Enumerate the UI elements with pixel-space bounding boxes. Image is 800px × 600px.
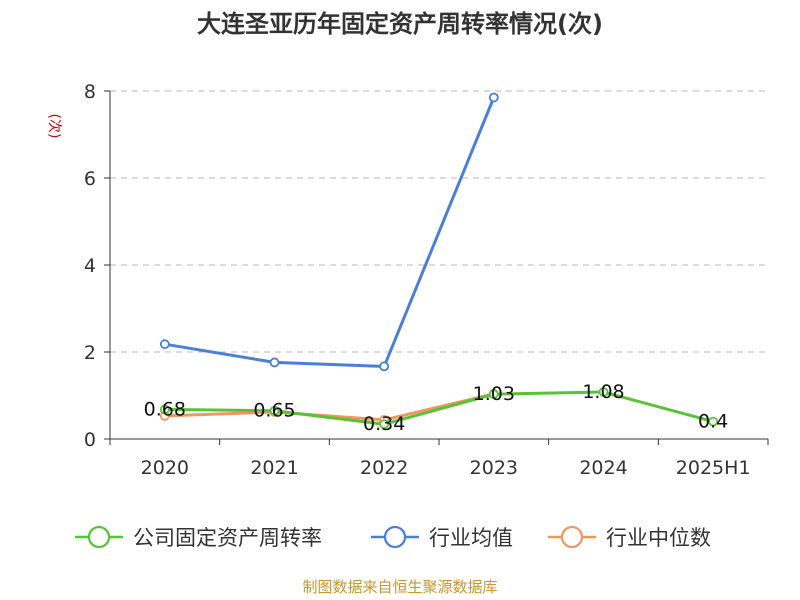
data-point-0-4 <box>598 387 609 397</box>
data-point-0-2 <box>379 419 390 430</box>
grid-lines <box>110 90 768 353</box>
x-tick-label-2021: 2021 <box>250 457 298 479</box>
x-tick-label-2023: 2023 <box>470 457 518 479</box>
data-label-0: 0.68 <box>144 398 186 420</box>
series-lines <box>159 92 719 430</box>
data-point-0-0 <box>159 404 170 415</box>
data-label-4: 1.08 <box>582 381 624 403</box>
series-line-1 <box>164 96 496 368</box>
legend-marker-0 <box>87 525 111 549</box>
data-point-1-2 <box>379 361 390 372</box>
data-label-2: 0.34 <box>363 413 405 435</box>
legend: 公司固定资产周转率 行业均值 行业中位数 <box>75 525 711 550</box>
data-point-1-3 <box>488 92 499 103</box>
legend-marker-1 <box>383 525 407 549</box>
source-note: 制图数据来自恒生聚源数据库 <box>302 578 498 596</box>
legend-label-1: 行业均值 <box>429 526 513 550</box>
data-point-0-3 <box>488 389 499 400</box>
data-label-3: 1.03 <box>473 383 515 405</box>
x-tick-label-2022: 2022 <box>360 457 408 479</box>
data-point-1-1 <box>269 357 280 368</box>
y-tick-label-2: 2 <box>84 342 96 364</box>
x-tick-label-2024: 2024 <box>579 457 627 479</box>
series-line-0 <box>164 390 714 426</box>
legend-marker-2 <box>560 525 584 549</box>
y-axis-label: (次) <box>46 114 62 139</box>
y-tick-label-4: 4 <box>84 255 96 277</box>
legend-label-2: 行业中位数 <box>606 526 711 550</box>
x-tick-label-2020: 2020 <box>141 457 189 479</box>
x-tick-label-2025H1: 2025H1 <box>676 457 751 479</box>
axes: 0 2 4 6 8 2020 2021 2022 2023 2024 2025H1 <box>84 81 769 479</box>
y-tick-label-6: 6 <box>84 168 96 190</box>
data-labels: 0.68 0.65 0.34 1.03 1.08 0.4 <box>144 381 729 435</box>
data-label-1: 0.65 <box>253 400 295 422</box>
y-tick-label-0: 0 <box>84 429 96 451</box>
y-tick-label-8: 8 <box>84 81 96 103</box>
legend-label-0: 公司固定资产周转率 <box>133 526 322 550</box>
data-point-1-0 <box>159 339 170 350</box>
data-label-5: 0.4 <box>698 411 728 433</box>
data-point-0-5 <box>708 416 719 427</box>
data-point-0-1 <box>269 405 280 416</box>
chart-title: 大连圣亚历年固定资产周转率情况(次) <box>197 10 603 38</box>
